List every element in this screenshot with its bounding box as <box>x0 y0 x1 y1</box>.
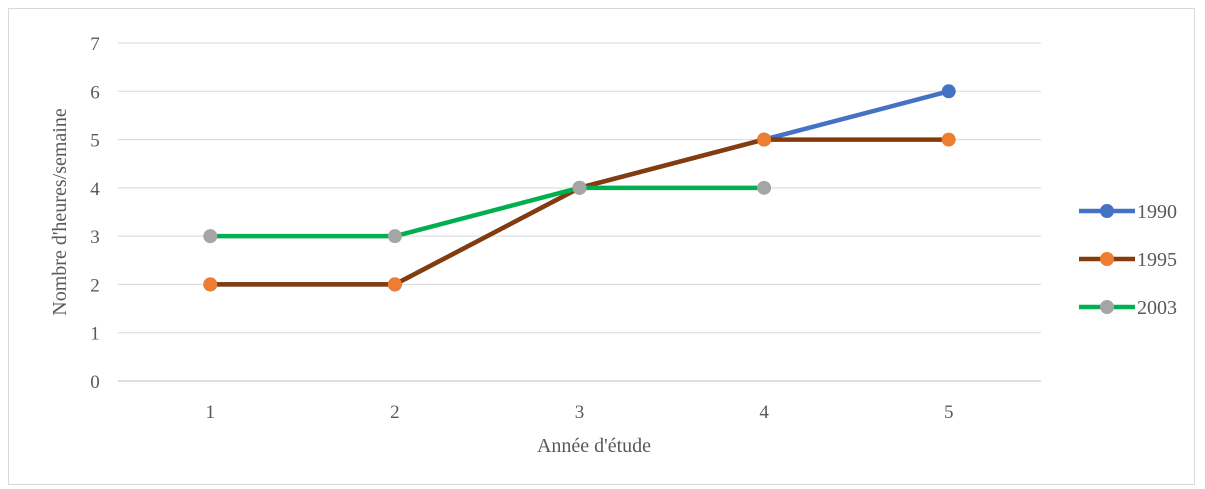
series-line-1995 <box>208 137 951 287</box>
y-tick-label: 0 <box>90 372 100 393</box>
y-axis-title: Nombre d'heures/semaine <box>49 108 71 316</box>
data-point <box>387 229 402 244</box>
line-chart: 0 1 2 3 4 5 6 7 1 2 3 4 5 1990 1995 2003 Année d'étude… <box>49 34 1177 457</box>
legend-item-2003: 2003 <box>1079 297 1177 319</box>
data-point <box>757 132 772 147</box>
data-point <box>387 277 402 292</box>
legend-marker <box>1100 300 1114 314</box>
data-point <box>203 277 218 292</box>
legend-item-1995: 1995 <box>1079 249 1177 271</box>
data-point <box>941 84 956 99</box>
y-tick-label: 2 <box>90 275 100 296</box>
series-2003 <box>203 180 772 244</box>
legend-marker <box>1100 204 1114 218</box>
series-1995 <box>203 132 956 292</box>
data-point <box>572 180 587 195</box>
legend-marker <box>1100 252 1114 266</box>
y-tick-label: 4 <box>90 179 100 200</box>
x-tick-label: 5 <box>944 402 954 423</box>
x-tick-label: 3 <box>575 402 585 423</box>
chart-frame: 0 1 2 3 4 5 6 7 1 2 3 4 5 1990 1995 2003 Année d'étude… <box>8 8 1195 485</box>
y-tick-label: 3 <box>90 227 100 248</box>
legend-label: 1990 <box>1137 201 1177 223</box>
x-tick-label: 4 <box>759 402 769 423</box>
legend-label: 2003 <box>1137 297 1177 319</box>
x-tick-label: 2 <box>390 402 400 423</box>
y-tick-label: 5 <box>90 131 100 152</box>
data-point <box>203 229 218 244</box>
series-line-2003 <box>208 185 767 239</box>
x-tick-label: 1 <box>206 402 216 423</box>
data-point <box>757 180 772 195</box>
legend-item-1990: 1990 <box>1079 201 1177 223</box>
legend-label: 1995 <box>1137 249 1177 271</box>
data-point <box>941 132 956 147</box>
y-tick-label: 6 <box>90 82 100 103</box>
y-tick-label: 1 <box>90 324 100 345</box>
y-tick-label: 7 <box>90 34 100 55</box>
x-axis-title: Année d'étude <box>537 435 651 457</box>
